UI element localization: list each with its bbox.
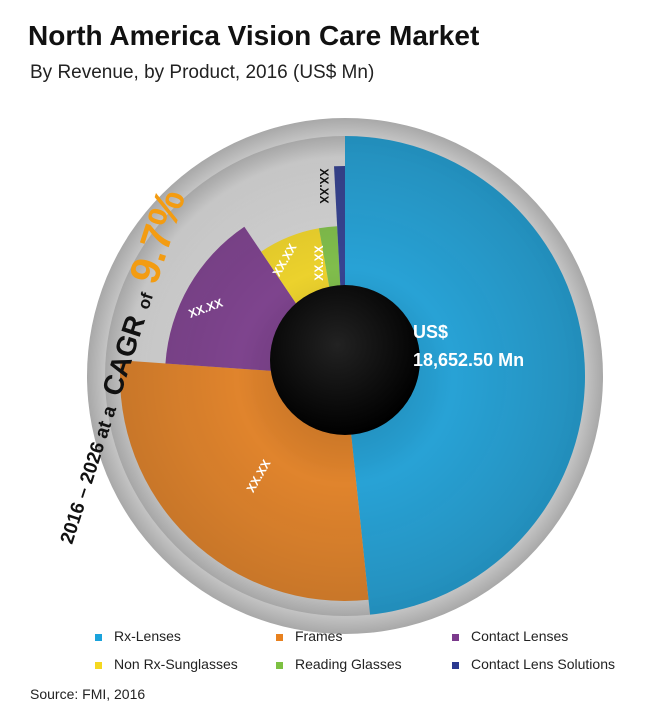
source-note: Source: FMI, 2016 xyxy=(30,686,146,702)
legend-swatch xyxy=(452,661,459,669)
center-value-amount: 18,652.50 Mn xyxy=(413,350,524,370)
legend-label: Contact Lenses xyxy=(471,628,569,644)
legend-label: Frames xyxy=(295,628,343,644)
chart-title: North America Vision Care Market xyxy=(28,20,480,51)
legend-item-frames: Frames xyxy=(276,628,342,644)
legend-item-non-rx-sunglasses: Non Rx-Sunglasses xyxy=(95,656,238,672)
legend-item-contact-lens-solutions: Contact Lens Solutions xyxy=(452,656,615,672)
legend-swatch xyxy=(276,633,283,641)
legend-label: Contact Lens Solutions xyxy=(471,656,615,672)
legend-label: Non Rx-Sunglasses xyxy=(114,656,238,672)
legend-item-reading-glasses: Reading Glasses xyxy=(276,656,402,672)
legend-swatch xyxy=(95,661,102,669)
legend-label: Rx-Lenses xyxy=(114,628,181,644)
legend-item-rx-lenses: Rx-Lenses xyxy=(95,628,181,644)
legend-swatch xyxy=(276,661,283,669)
chart-subtitle: By Revenue, by Product, 2016 (US$ Mn) xyxy=(30,62,375,83)
legend-item-contact-lenses: Contact Lenses xyxy=(452,628,568,644)
slice-label-contact-lens-solutions: XX.XX xyxy=(317,168,331,203)
legend-swatch xyxy=(95,633,102,641)
legend-label: Reading Glasses xyxy=(295,656,402,672)
legend-swatch xyxy=(452,633,459,641)
slice-label-reading-glasses: XX.XX xyxy=(312,245,326,280)
pupil xyxy=(270,285,420,435)
center-value-currency: US$ xyxy=(413,322,448,342)
